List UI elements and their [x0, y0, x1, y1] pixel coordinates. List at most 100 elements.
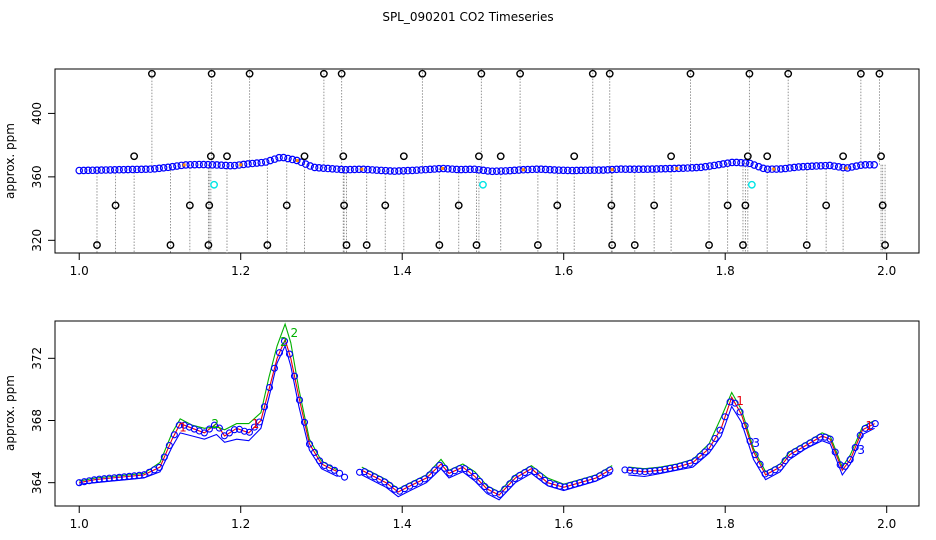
bottom-point — [290, 372, 299, 380]
series-3-line — [79, 344, 875, 501]
bottom-point — [245, 428, 253, 436]
baseline-point — [506, 166, 514, 175]
bottom-point — [80, 478, 88, 486]
bottom-point — [846, 456, 854, 464]
spike-point — [319, 69, 328, 78]
baseline-point — [657, 165, 665, 173]
baseline-highlight — [844, 166, 848, 170]
bottom-point — [330, 466, 339, 474]
spike-point — [875, 69, 884, 78]
baseline-point — [390, 167, 399, 175]
bottom-point — [751, 451, 759, 459]
bottom-y-tick-label: 372 — [30, 347, 44, 370]
bottom-point — [305, 440, 314, 448]
spike-point — [650, 201, 659, 210]
top-x-tick-label: 1.4 — [393, 264, 412, 278]
spike-point — [454, 201, 463, 210]
bottom-point — [175, 421, 183, 429]
baseline-point — [572, 166, 581, 175]
bottom-point — [170, 431, 178, 439]
baseline-point — [190, 160, 199, 169]
baseline-point — [412, 166, 421, 174]
bottom-point — [115, 473, 123, 481]
series-1-marker-label: 1 — [865, 419, 873, 433]
baseline-point — [439, 164, 448, 173]
spike-point — [856, 69, 865, 78]
baseline-point — [555, 166, 563, 174]
baseline-point — [155, 164, 163, 173]
bottom-x-tick-label: 1.0 — [70, 517, 89, 531]
baseline-point — [550, 166, 559, 174]
bottom-point — [681, 461, 689, 469]
baseline-point — [777, 165, 785, 173]
baseline-point — [528, 165, 537, 174]
bottom-point — [746, 437, 754, 445]
bottom-point — [130, 472, 138, 480]
baseline-point — [377, 166, 386, 175]
spike-point — [741, 201, 750, 210]
bottom-point — [461, 465, 469, 473]
baseline-point — [857, 161, 865, 169]
baseline-point — [106, 166, 115, 174]
baseline-highlight — [772, 167, 776, 171]
top-y-tick-label: 360 — [30, 165, 44, 188]
series-3-marker-label: 3 — [752, 436, 760, 450]
bottom-point — [831, 448, 839, 456]
baseline-point — [559, 166, 568, 175]
baseline-point — [470, 165, 479, 174]
baseline-point — [319, 164, 328, 172]
bottom-point — [426, 471, 434, 479]
baseline-point — [328, 165, 337, 173]
baseline-highlight — [521, 168, 525, 172]
baseline-point — [408, 166, 417, 175]
baseline-highlight — [675, 166, 679, 170]
baseline-point — [128, 165, 137, 174]
bottom-point — [706, 443, 714, 451]
baseline-point — [763, 165, 772, 174]
bottom-point — [436, 461, 444, 469]
spike-point — [763, 152, 772, 161]
bottom-point — [656, 466, 664, 474]
bottom-point — [120, 473, 128, 481]
baseline-point — [501, 167, 510, 175]
top-x-tick-label: 1.6 — [554, 264, 573, 278]
bottom-point — [546, 479, 554, 487]
spike-point — [881, 241, 889, 249]
bottom-point — [586, 476, 594, 484]
baseline-point — [102, 166, 110, 174]
spike-point — [339, 152, 348, 161]
spike-point — [630, 241, 639, 249]
baseline-point — [723, 159, 732, 168]
flagged-point — [479, 180, 487, 189]
spike-point — [686, 69, 695, 78]
spike-point — [477, 69, 486, 78]
spike-point — [111, 201, 120, 210]
bottom-point — [280, 337, 289, 345]
baseline-point — [133, 165, 141, 174]
baseline-point — [848, 163, 856, 171]
bottom-x-tick-label: 1.4 — [393, 517, 412, 531]
bottom-x-tick-label: 1.8 — [716, 517, 735, 531]
spike-point — [185, 201, 194, 210]
spike-point — [608, 241, 617, 249]
bottom-point — [816, 433, 824, 441]
spike-point — [300, 152, 309, 161]
bottom-point — [110, 474, 118, 482]
bottom-plot-frame — [54, 320, 920, 507]
bottom-point — [531, 468, 539, 476]
bottom-point — [381, 478, 389, 486]
bottom-point — [701, 448, 709, 456]
baseline-point — [741, 159, 750, 167]
bottom-point — [341, 473, 349, 481]
baseline-point — [221, 161, 230, 170]
bottom-point — [421, 475, 429, 483]
bottom-point — [651, 467, 659, 475]
series-2-line — [79, 322, 875, 493]
baseline-point — [790, 163, 799, 172]
bottom-point — [851, 443, 859, 452]
bottom-point — [230, 426, 238, 434]
spike-point — [418, 69, 427, 78]
series-1-marker-label: 1 — [252, 417, 260, 431]
baseline-point — [812, 162, 821, 170]
